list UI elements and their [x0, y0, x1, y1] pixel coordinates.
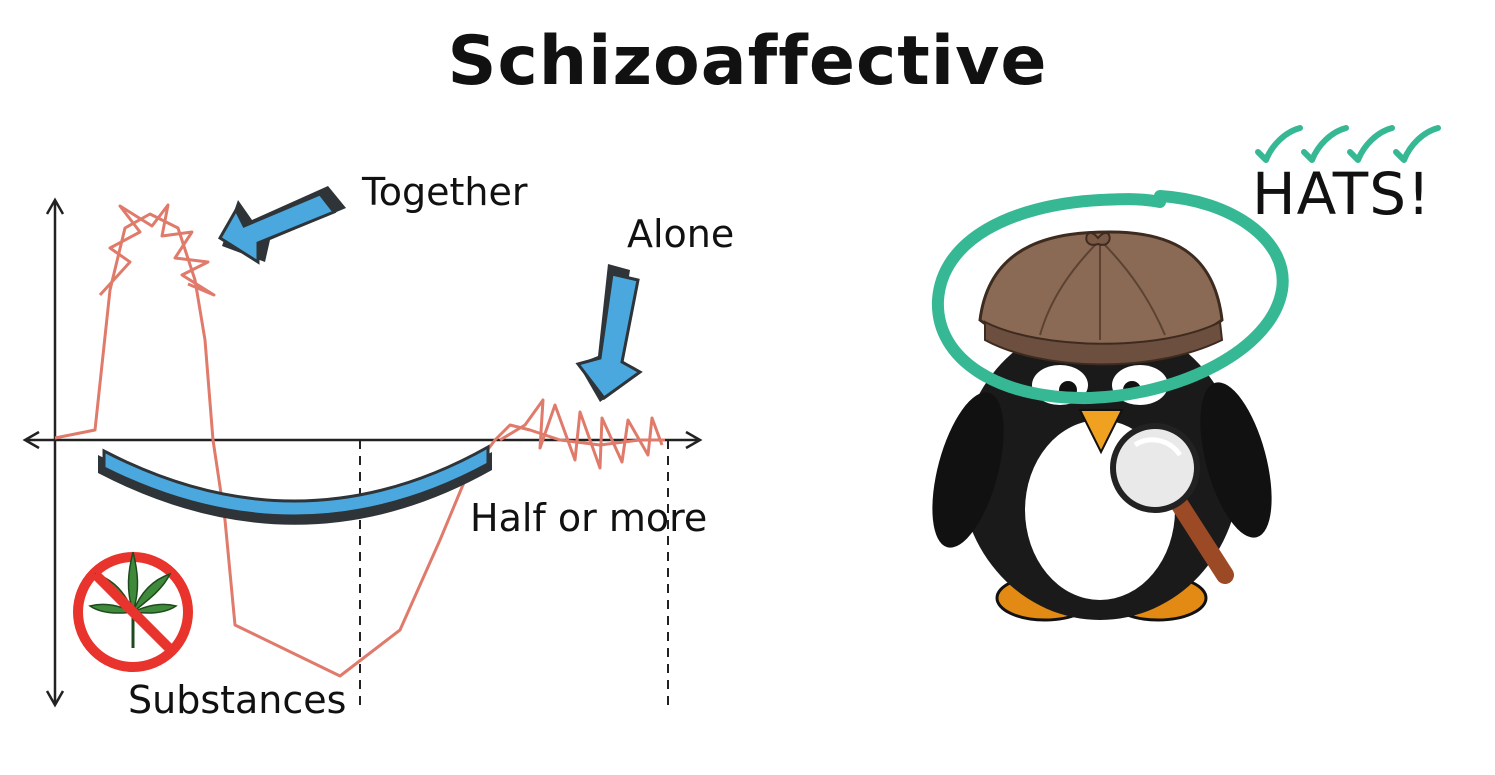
alone-arrow-icon [575, 264, 643, 402]
no-cannabis-icon [73, 551, 193, 672]
checkmark-icon [1393, 125, 1441, 163]
checkmark-icon [1301, 125, 1349, 163]
checkmark-icons [1255, 125, 1441, 163]
penguin-detective-icon [932, 230, 1272, 622]
hats-label: HATS! [1252, 160, 1432, 228]
psychosis-spikes-baseline [499, 398, 664, 470]
checkmark-icon [1347, 125, 1395, 163]
page-title: Schizoaffective [447, 22, 1048, 101]
dashed-markers [359, 440, 669, 705]
mood-axes [22, 197, 703, 708]
half-or-more-bar-icon [98, 444, 492, 525]
magnifying-glass-icon [1110, 423, 1234, 584]
psychosis-spikes-peak [98, 203, 216, 297]
hat-highlight-ring [931, 190, 1289, 405]
together-label: Together [362, 170, 528, 214]
together-arrow-icon [217, 186, 346, 265]
checkmark-icon [1255, 125, 1303, 163]
mood-curve [54, 203, 665, 678]
alone-label: Alone [627, 212, 735, 256]
substances-label: Substances [128, 678, 347, 722]
half-or-more-label: Half or more [470, 496, 708, 540]
